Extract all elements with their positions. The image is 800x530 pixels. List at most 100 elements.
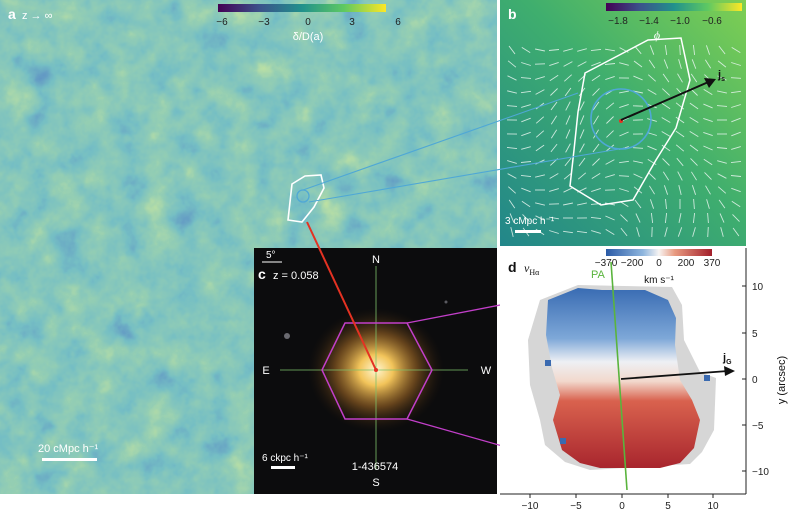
y-tick: −10	[752, 467, 769, 478]
y-tick: −5	[752, 421, 764, 432]
quiver-segment	[592, 158, 600, 166]
panel-b: js b −1.8 −1.4 −1.0 −0.6 ϕ 3 cMpc h⁻¹	[500, 0, 746, 246]
quiver-segment	[563, 230, 573, 234]
quiver-segment	[707, 226, 709, 238]
quiver-segment	[690, 73, 698, 83]
quiver-segment	[591, 230, 601, 234]
quiver-segment	[676, 157, 684, 167]
x-tick: 10	[707, 501, 719, 512]
background-source	[284, 333, 290, 339]
quiver-segment	[593, 129, 599, 139]
quiver-segment	[535, 215, 545, 221]
quiver-segment	[692, 44, 696, 56]
quiver-segment	[508, 199, 516, 209]
quiver-segment	[619, 90, 629, 94]
quiver-segment	[579, 115, 585, 125]
panel-c-letter: c	[258, 266, 266, 282]
quiver-segment	[507, 160, 517, 164]
quiver-segment	[606, 116, 614, 124]
quiver-segment	[549, 74, 559, 82]
quiver-segment	[579, 101, 585, 111]
y-axis-label: y (arcsec)	[776, 356, 788, 404]
quiver-segment	[534, 202, 546, 206]
compass-south: S	[372, 477, 379, 489]
quiver-segment	[506, 146, 518, 150]
quiver-segment	[720, 227, 724, 237]
quiver-segment	[704, 172, 712, 180]
quiver-segment	[731, 146, 741, 150]
quiver-segment	[662, 73, 670, 83]
quiver-segment	[661, 117, 671, 123]
quiver-segment	[535, 48, 545, 52]
quiver-segment	[664, 212, 668, 224]
quiver-segment	[678, 59, 682, 69]
quiver-segment	[717, 75, 727, 81]
quiver-segment	[649, 45, 655, 55]
quiver-segment	[691, 171, 697, 181]
quiver-segment	[731, 47, 741, 53]
quiver-segment	[619, 188, 629, 192]
quiver-segment	[648, 172, 656, 180]
quiver-segment	[730, 77, 742, 79]
quiver-segment	[664, 44, 668, 56]
quiver-segment	[619, 62, 629, 66]
quiver-segment	[605, 174, 615, 178]
quiver-segment	[731, 117, 741, 123]
quiver-segment	[633, 90, 643, 94]
quiver-segment	[577, 61, 587, 67]
quiver-segment	[592, 143, 600, 153]
quiver-segment	[635, 213, 641, 223]
quiver-segment	[535, 116, 545, 124]
velocity-pixel	[704, 375, 710, 381]
quiver-segment	[520, 161, 532, 163]
quiver-segment	[521, 131, 531, 137]
quiver-segment	[647, 89, 657, 95]
quiver-segment	[689, 144, 699, 152]
x-tick: 0	[619, 501, 625, 512]
quiver-segment	[675, 130, 685, 138]
quiver-segment	[689, 117, 699, 123]
quiver-segment	[522, 214, 530, 222]
quiver-segment	[633, 75, 643, 81]
panel-a-scalebar	[42, 458, 97, 461]
colorbar-a-tick: −3	[258, 17, 270, 28]
quiver-segment	[548, 49, 560, 51]
quiver-segment	[662, 158, 670, 166]
quiver-segment	[718, 199, 726, 209]
panel-a-letter: a	[8, 6, 16, 22]
quiver-segment	[506, 90, 518, 94]
quiver-segment	[648, 74, 656, 82]
galaxy-id: 1-436574	[352, 461, 399, 473]
quiver-segment	[689, 102, 699, 110]
quiver-segment	[678, 213, 682, 223]
quiver-segment	[592, 101, 600, 111]
quiver-segment	[732, 227, 740, 237]
quiver-segment	[730, 160, 742, 164]
colorbar-b-tick: −0.6	[702, 16, 722, 27]
quiver-segment	[661, 144, 671, 152]
quiver-segment	[693, 198, 695, 210]
quiver-segment	[675, 144, 685, 152]
quiver-segment	[550, 101, 558, 111]
quiver-segment	[521, 62, 531, 66]
quiver-segment	[649, 185, 655, 195]
colorbar-d-tick: 0	[656, 258, 662, 269]
quiver-segment	[633, 160, 643, 164]
quiver-segment	[550, 88, 558, 96]
quiver-segment	[535, 130, 545, 138]
quiver-segment	[649, 199, 655, 209]
quiver-segment	[563, 48, 573, 52]
colorbar-b-tick: −1.8	[608, 16, 628, 27]
quiver-segment	[521, 146, 531, 150]
quiver-segment	[633, 60, 643, 68]
quiver-segment	[661, 131, 671, 137]
quiver-segment	[605, 75, 615, 81]
panel-d-colorbar	[606, 249, 712, 256]
quiver-segment	[605, 48, 615, 52]
quiver-segment	[677, 227, 683, 237]
quiver-segment	[703, 89, 713, 95]
x-axis-ticks: −10 −5 0 5 10	[522, 494, 719, 512]
quiver-segment	[618, 175, 630, 177]
quiver-segment	[717, 90, 727, 94]
panel-c-scalebar	[271, 466, 295, 469]
